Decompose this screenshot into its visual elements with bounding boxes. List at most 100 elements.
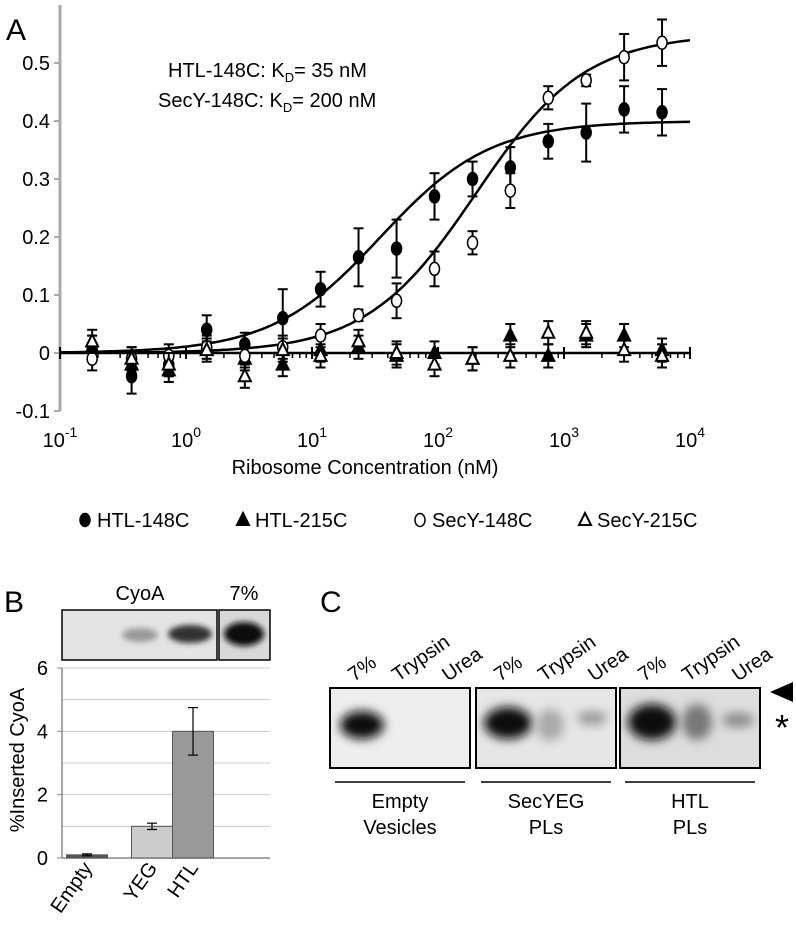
x-tick-exponent: 0 <box>193 424 201 440</box>
data-point <box>350 332 367 348</box>
data-point <box>656 105 668 120</box>
x-tick-exponent: 1 <box>319 424 327 440</box>
data-point <box>200 322 213 338</box>
x-tick-label: 102 <box>423 424 453 452</box>
data-point <box>312 346 329 362</box>
data-point <box>314 281 327 297</box>
x-tick-base: 10 <box>675 430 697 452</box>
x-tick-label: 10-1 <box>43 424 78 452</box>
data-point <box>502 326 518 342</box>
band-marker: * <box>775 707 789 748</box>
x-tick-exponent: 2 <box>445 424 453 440</box>
x-tick-base: 10 <box>297 430 319 452</box>
data-point <box>275 340 291 357</box>
x-tick-label: 103 <box>549 424 579 452</box>
legend-label: SecY-148C <box>432 510 532 532</box>
annotation: HTL-148C: KD= 35 nM <box>168 60 367 85</box>
data-point <box>502 346 518 362</box>
data-point <box>504 183 517 198</box>
x-tick-exponent: 3 <box>571 424 579 440</box>
group-label: Empty <box>372 791 429 813</box>
x-axis-label: Ribosome Concentration (nM) <box>232 457 499 479</box>
annotation-text: = 35 nM <box>294 60 367 82</box>
lane-label: 7% <box>344 651 380 686</box>
data-point <box>428 189 441 204</box>
y-axis-label: %Inserted CyoA <box>7 687 29 832</box>
group-label: PLs <box>673 817 707 839</box>
annotation-text: = 200 nM <box>292 90 376 112</box>
data-point <box>352 308 365 323</box>
data-point <box>466 235 479 251</box>
group-label: Vesicles <box>363 817 436 839</box>
data-point <box>123 349 140 365</box>
annotation: SecY-148C: KD= 200 nM <box>158 90 376 115</box>
y-tick-label: 0 <box>39 343 50 365</box>
gel-label: 7% <box>230 583 259 605</box>
data-point <box>352 250 365 265</box>
x-tick-base: 10 <box>171 430 193 452</box>
data-point <box>275 355 291 371</box>
x-tick-base: 10 <box>549 430 571 452</box>
data-point <box>390 293 403 309</box>
gel-b <box>61 609 271 661</box>
data-point <box>540 346 556 362</box>
data-point <box>540 323 556 339</box>
lane-label: 7% <box>490 651 526 686</box>
error-bar <box>147 822 157 831</box>
error-bar <box>82 853 92 857</box>
data-point <box>618 102 630 117</box>
data-point <box>578 323 594 339</box>
y-tick-label: 6 <box>37 658 48 680</box>
gel-c <box>329 682 793 769</box>
data-point <box>428 261 441 277</box>
x-tick-exponent: -1 <box>65 424 78 440</box>
legend-label: HTL-148C <box>97 510 189 532</box>
y-tick-label: 0.5 <box>22 53 50 75</box>
panel-label: B <box>4 586 24 619</box>
group-label: HTL <box>671 791 709 813</box>
data-point <box>504 160 517 175</box>
y-tick-label: 4 <box>37 721 48 743</box>
gel-label: CyoA <box>116 583 166 605</box>
x-tick-label: 104 <box>675 424 705 452</box>
annotation-text: HTL-148C: K <box>168 60 285 82</box>
data-point <box>161 355 177 371</box>
y-tick-label: -0.1 <box>16 401 50 423</box>
data-point <box>237 366 253 383</box>
data-point <box>464 349 481 365</box>
data-point <box>616 340 632 357</box>
annotation-subscript: D <box>285 70 294 85</box>
annotation-text: SecY-148C: K <box>158 90 284 112</box>
group-label: PLs <box>529 817 563 839</box>
fit-curve <box>60 120 691 354</box>
x-tick-label: 100 <box>171 424 201 452</box>
y-tick-label: 2 <box>37 785 48 807</box>
fit-curve <box>60 39 691 355</box>
data-point <box>390 241 403 256</box>
data-point <box>277 310 289 326</box>
group-label: SecYEG <box>508 791 585 813</box>
x-tick-base: 10 <box>43 430 65 452</box>
legend-marker <box>414 512 426 528</box>
data-point <box>84 332 100 348</box>
y-tick-label: 0.3 <box>22 169 50 191</box>
x-tick-label: Empty <box>47 858 98 917</box>
data-point <box>580 73 592 88</box>
data-point <box>199 340 215 357</box>
data-point <box>542 134 555 149</box>
legend-label: SecY-215C <box>597 510 697 532</box>
data-point <box>654 346 670 362</box>
y-tick-label: 0.1 <box>22 285 50 307</box>
legend-marker <box>235 510 251 526</box>
data-point <box>580 125 592 140</box>
y-tick-label: 0.4 <box>22 111 50 133</box>
x-tick-base: 10 <box>423 430 445 452</box>
lane-label: 7% <box>634 651 670 686</box>
x-tick-label: YEG <box>120 858 162 905</box>
data-point <box>314 328 327 343</box>
x-tick-label: 101 <box>297 424 327 452</box>
y-tick-label: 0.2 <box>22 227 50 249</box>
error-bar <box>188 706 198 756</box>
annotation-subscript: D <box>283 100 292 115</box>
